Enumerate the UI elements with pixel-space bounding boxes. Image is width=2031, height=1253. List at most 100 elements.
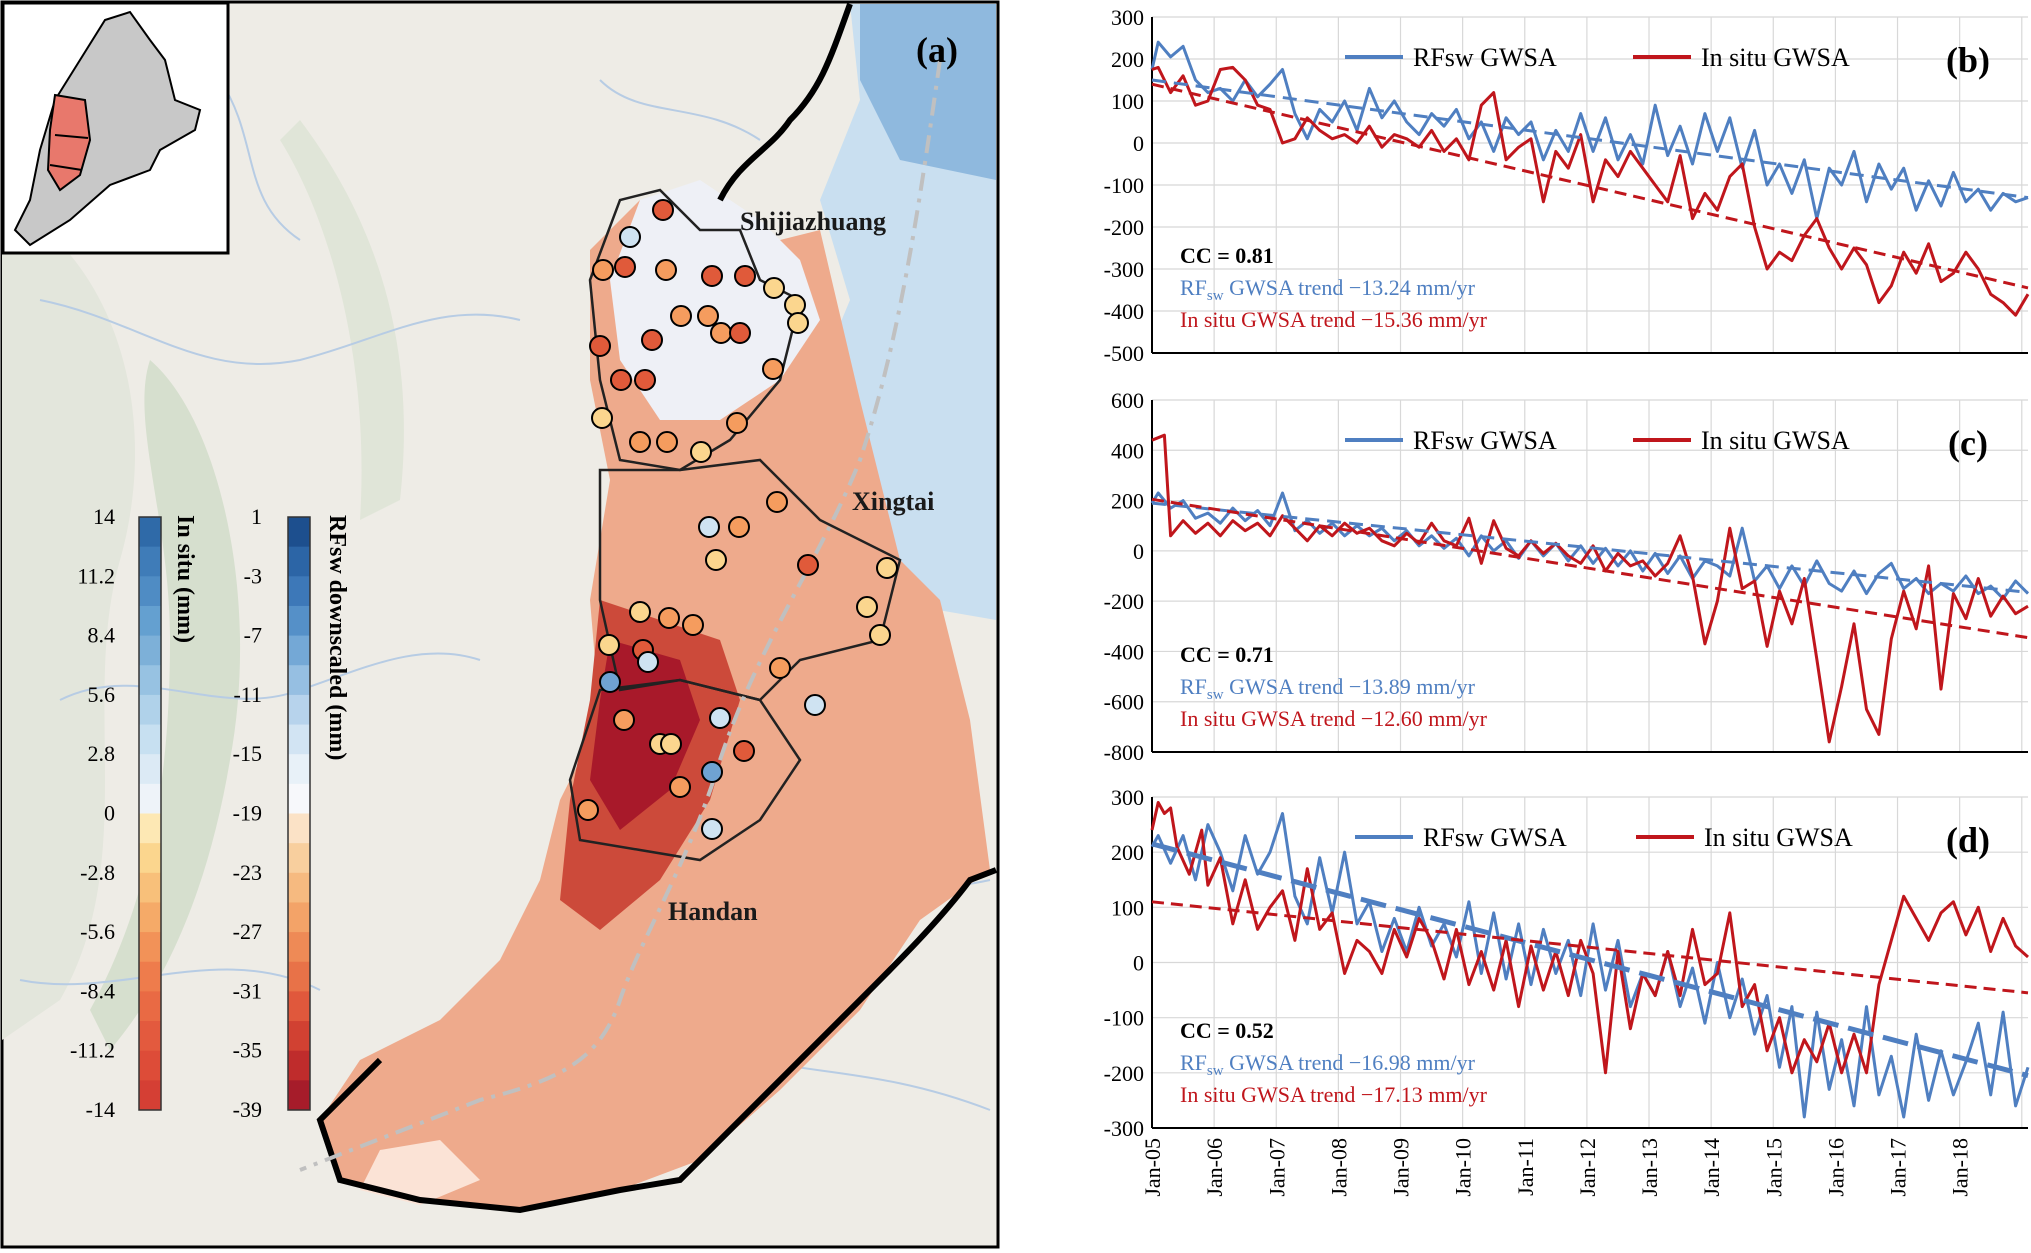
colorbar-cell [139,1080,161,1111]
colorbar-title-insitu: In situ (mm) [172,515,198,643]
colorbar-tick: -15 [233,741,262,766]
y-tick-label: -200 [1104,215,1144,240]
chart-panel-d: 300 200 100 0 -100 -200 -300 RFsw GWSA In situ G… [1104,785,2030,1197]
y-tick-label: -100 [1104,1006,1144,1031]
colorbars: 14 11.2 8.4 5.6 2.8 0 -2.8 -5.6 -8.4 -11.2 -14 1 -3… [70,504,350,1122]
colorbar-cell [139,932,161,963]
y-tick-label: 0 [1133,539,1144,564]
station-dot [698,516,720,538]
station-dot [709,707,731,729]
legend-label-rfsw: RFsw GWSA [1413,43,1557,72]
y-tick-label: -200 [1104,1061,1144,1086]
colorbar-cell [288,783,310,814]
station-dot [589,335,611,357]
y-tick-label: 400 [1111,438,1144,463]
y-tick-label: -100 [1104,173,1144,198]
colorbar-cell [139,665,161,696]
y-tick-label: 100 [1111,89,1144,114]
legend-label-insitu: In situ GWSA [1704,823,1853,852]
x-tick-label: Jan-17 [1886,1138,1911,1197]
colorbar-cell [288,754,310,785]
trend-annotation-rfsw: RFsw GWSA trend −16.98 mm/yr [1180,1050,1476,1079]
station-dot [592,259,614,281]
station-dot [629,431,651,453]
x-tick-label: Jan-11 [1513,1138,1538,1196]
colorbar-cell [139,902,161,933]
x-tick-label: Jan-09 [1389,1138,1414,1197]
station-dot [598,634,620,656]
station-dot [729,322,751,344]
series-line-rfsw [1150,40,2029,221]
colorbar-tick: 14 [93,504,115,529]
colorbar-cell [139,517,161,548]
y-tick-label: 200 [1111,489,1144,514]
colorbar-cell [139,605,161,637]
station-dot [690,441,712,463]
y-tick-label: -600 [1104,690,1144,715]
x-tick-label: Jan-08 [1326,1138,1351,1197]
station-dot [701,761,723,783]
y-tick-label: -500 [1104,341,1144,366]
city-label: Handan [668,897,758,926]
station-dot [641,329,663,351]
colorbar-cell [288,694,310,726]
colorbar-cell [288,961,310,992]
station-dot [710,322,732,344]
series-line-rfsw [1150,491,2030,601]
colorbar-tick: 2.8 [88,741,116,766]
colorbar-cell [139,991,161,1022]
colorbar-cell [288,813,310,844]
y-tick-label: 0 [1133,131,1144,156]
colorbar-cell [288,576,310,607]
trend-line-insitu [1151,900,2029,995]
x-tick-label: Jan-06 [1202,1138,1227,1197]
station-dot [701,265,723,287]
station-dot [591,407,613,429]
colorbar-cell [139,1021,161,1052]
station-dot [856,596,878,618]
colorbar-cell [139,783,161,814]
y-tick-label: -300 [1104,257,1144,282]
station-dot [656,431,678,453]
colorbar-tick: 8.4 [88,623,116,648]
x-tick-label: Jan-18 [1948,1138,1973,1197]
colorbar-tick: 0 [104,801,115,826]
y-tick-label: 600 [1111,388,1144,413]
colorbar-cell [139,813,161,844]
trend-annotation-insitu: In situ GWSA trend −12.60 mm/yr [1180,706,1488,731]
colorbar-cell [139,635,161,666]
station-dot [652,199,674,221]
colorbar-cell [288,902,310,933]
station-dot [705,549,727,571]
chart-panel-c: 600 400 200 0 -200 -400 -600 -800 RFsw GWSA In si… [1104,388,2030,765]
legend-label-rfsw: RFsw GWSA [1423,823,1567,852]
y-tick-label: -800 [1104,740,1144,765]
legend-label-insitu: In situ GWSA [1701,426,1850,455]
station-dot [876,557,898,579]
station-dot [763,277,785,299]
station-dot [787,312,809,334]
y-tick-label: -200 [1104,589,1144,614]
colorbar-tick: 1 [251,504,262,529]
colorbar-cell [139,872,161,903]
station-dot [634,369,656,391]
x-tick-label: Jan-12 [1575,1138,1600,1197]
y-tick-label: 300 [1111,785,1144,810]
station-dot [669,776,691,798]
series-line-insitu [1151,433,2029,744]
colorbar-cell [288,932,310,963]
x-tick-label: Jan-16 [1823,1138,1848,1197]
colorbar-tick: 5.6 [88,682,116,707]
trend-line-rfsw [1151,841,2029,1079]
station-dot [728,516,750,538]
colorbar-tick: -23 [233,860,262,885]
x-tick-label: Jan-13 [1637,1138,1662,1197]
city-label: Shijiazhuang [740,207,886,236]
station-dot [733,740,755,762]
colorbar-tick: -11.2 [70,1038,115,1063]
panel-label: (c) [1948,423,1988,463]
colorbar-title-rf: RFsw downscaled (mm) [324,515,350,760]
city-label: Xingtai [852,487,934,516]
colorbar-tick: -39 [233,1097,262,1122]
colorbar-tick: -3 [244,563,262,588]
